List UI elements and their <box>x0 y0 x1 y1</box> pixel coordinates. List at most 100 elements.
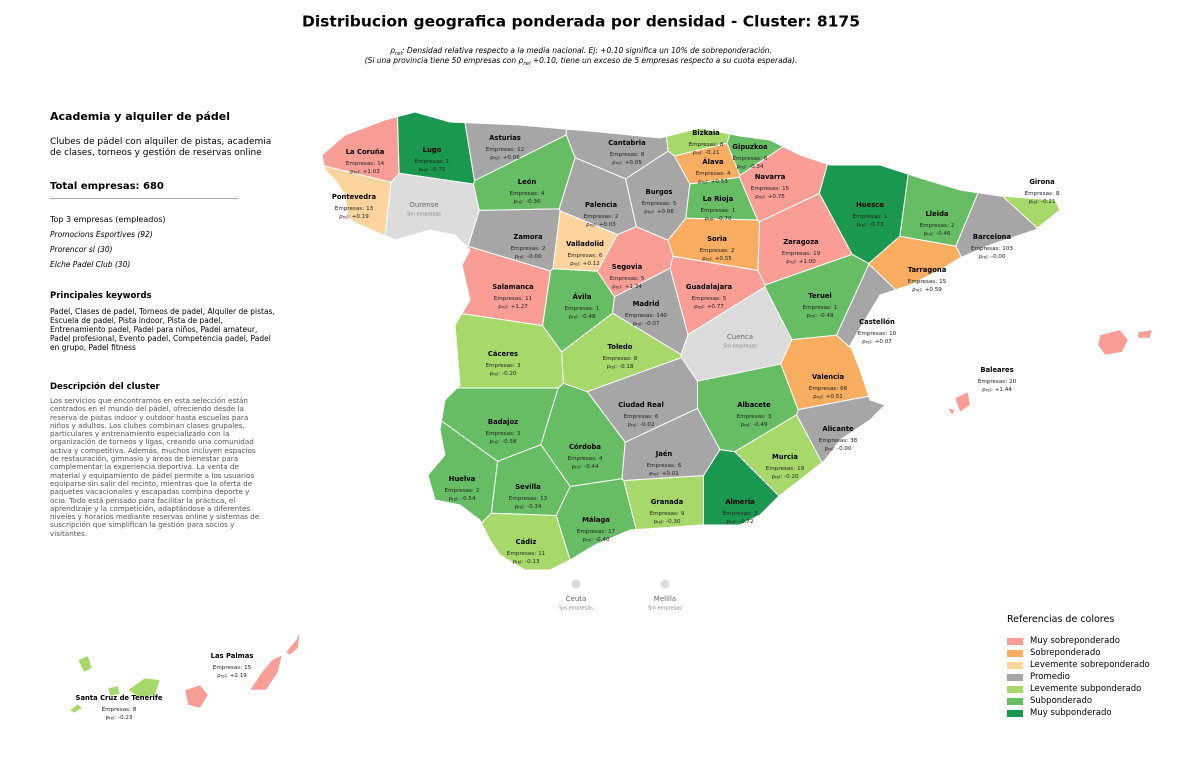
rho-symbol: ρ <box>653 519 657 525</box>
legend-label: Muy sobreponderado <box>1030 636 1120 646</box>
province-count: Empresas: 13 <box>509 496 548 502</box>
island <box>285 631 301 656</box>
province-rho: ρrel: +0.59 <box>912 287 942 293</box>
rho-value: -0.00 <box>837 446 852 452</box>
legend: Referencias de colores Muy sobreponderad… <box>1007 614 1150 719</box>
province-rho: ρrel: -0.21 <box>1028 199 1056 205</box>
legend-item: Subponderado <box>1007 695 1150 707</box>
cluster-summary: Clubes de pádel con alquiler de pistas, … <box>50 137 272 158</box>
province-rho: ρrel: -0.54 <box>448 496 476 502</box>
rho-subscript: rel <box>452 497 457 502</box>
province-rho: ρrel: +0.07 <box>862 339 892 345</box>
province-count: Empresas: 5 <box>610 276 645 282</box>
rho-subscript: rel <box>636 322 641 327</box>
count-label: Empresas: <box>610 152 639 158</box>
province <box>835 263 897 349</box>
province-rho: ρrel: -0.72 <box>726 519 753 525</box>
island <box>1097 329 1129 356</box>
rho-value: +1.44 <box>995 387 1013 393</box>
count-label: Empresas: <box>335 206 364 212</box>
province-count: Empresas: 1 <box>565 306 600 312</box>
province-count: Empresas: 6 <box>733 156 768 162</box>
total: Total empresas: 680 <box>50 181 275 192</box>
rho-subscript: rel <box>517 200 522 205</box>
province-count: Empresas: 1 <box>803 305 838 311</box>
count-label: Empresas: <box>701 208 730 214</box>
rho-subscript: rel <box>575 465 580 470</box>
top-company: Promocions Esportives (92) <box>50 230 153 239</box>
count-label: Empresas: <box>624 414 653 420</box>
province-rho: ρrel: -0.18 <box>606 364 634 370</box>
province-count: Empresas: 68 <box>809 386 848 392</box>
province-name: León <box>518 178 537 186</box>
count-label: Empresas: <box>577 529 606 535</box>
rho-symbol: ρ <box>514 504 518 510</box>
province-count: Empresas: 10 <box>858 331 897 337</box>
rho-symbol: ρ <box>339 214 343 220</box>
count-label: Empresas: <box>568 253 597 259</box>
rho-subscript: rel <box>817 395 822 400</box>
description-heading: Descripción del cluster <box>50 382 160 392</box>
count-label: Empresas: <box>509 496 538 502</box>
rho-symbol: ρ <box>786 259 790 265</box>
rho-subscript: rel <box>574 262 579 267</box>
province-rho: ρrel: -0.49 <box>806 313 834 319</box>
province-rho: ρrel: +0.19 <box>339 214 369 220</box>
rho-colon: : <box>595 222 597 228</box>
count-label: Empresas: <box>647 463 676 469</box>
count-value: 11 <box>525 296 533 302</box>
rho-colon: : <box>577 314 579 320</box>
rho-value: +0.77 <box>707 304 725 310</box>
subtitle-line-1: ρrel: Densidad relativa respecto a la me… <box>390 46 772 57</box>
rho-colon: : <box>764 194 766 200</box>
rho-symbol: ρ <box>448 496 452 502</box>
province-rho: ρrel: -0.49 <box>740 422 768 428</box>
subtitle-text: : Densidad relativa respecto a la media … <box>402 46 772 55</box>
count-value: 68 <box>840 386 848 392</box>
keywords-heading: Principales keywords <box>50 291 152 301</box>
count-value: 8 <box>1056 191 1060 197</box>
rho-value: -0.30 <box>666 519 681 525</box>
rho-value: -0.70 <box>717 216 732 222</box>
rho-symbol: ρ <box>582 537 586 543</box>
rho-colon: : <box>498 439 500 445</box>
count-label: Empresas: <box>642 201 671 207</box>
count-value: 17 <box>608 529 616 535</box>
count-value: 8 <box>641 152 645 158</box>
count-value: 1 <box>596 306 600 312</box>
rho-symbol: ρ <box>105 715 109 721</box>
rho-value: -0.21 <box>705 150 720 156</box>
province-name: Toledo <box>608 343 633 351</box>
province-name: Navarra <box>755 173 786 181</box>
province-count: Empresas: 20 <box>978 379 1017 385</box>
province-rho: ρrel: -0.36 <box>513 199 541 205</box>
count-label: Empresas: <box>819 438 848 444</box>
rho-value: -0.34 <box>527 504 542 510</box>
province-count: Empresas: 14 <box>346 161 385 167</box>
rho-colon: : <box>662 519 664 525</box>
legend-item: Promedio <box>1007 671 1150 683</box>
province-rho: ρrel: +1.27 <box>498 304 528 310</box>
rho-value: -0.18 <box>619 364 634 370</box>
rho-symbol: ρ <box>644 209 648 215</box>
province-count: Empresas: 13 <box>335 206 374 212</box>
province-name: Cáceres <box>488 350 518 358</box>
province-name: Guadalajara <box>686 283 733 291</box>
rho-subscript: rel <box>986 388 991 393</box>
count-label: Empresas: <box>700 248 729 254</box>
rho-value: -0.13 <box>525 559 540 565</box>
rho-subscript: rel <box>518 255 523 260</box>
province-rho: ρrel: +0.06 <box>490 155 520 161</box>
top-company: Prorencor sl (30) <box>50 245 113 254</box>
province-rho: ρrel: -0.48 <box>568 314 596 320</box>
count-value: 3 <box>768 414 772 420</box>
province-name: Bizkaia <box>692 129 720 137</box>
rho-symbol: ρ <box>498 304 502 310</box>
subtitle-text: (Si una provincia tiene 50 empresas con <box>365 56 519 65</box>
count-value: 6 <box>678 463 682 469</box>
count-value: 3 <box>517 363 521 369</box>
count-label: Empresas: <box>584 214 613 220</box>
rho-value: +0.53 <box>711 179 729 185</box>
rho-symbol: ρ <box>519 56 524 65</box>
